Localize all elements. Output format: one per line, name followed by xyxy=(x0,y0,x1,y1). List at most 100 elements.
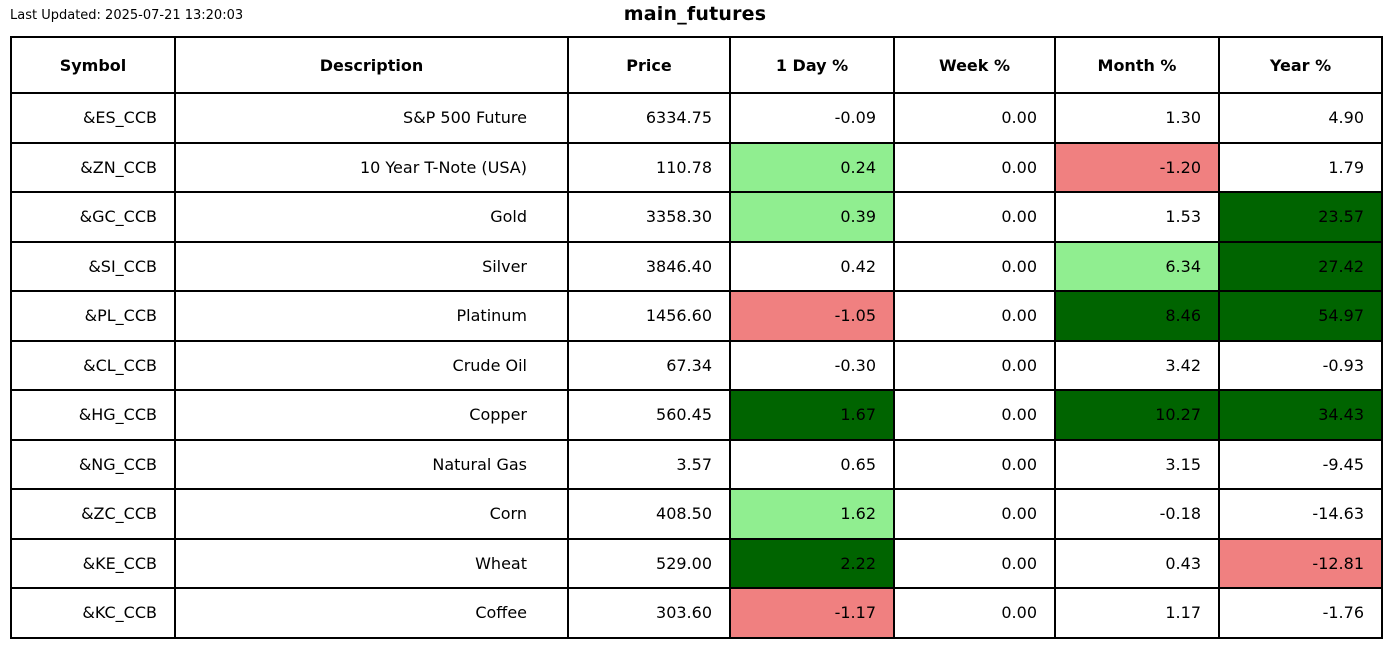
month-pct-cell: 10.27 xyxy=(1054,389,1220,441)
header-row: Symbol Description Price 1 Day % Week % Month… xyxy=(10,36,1383,94)
year-pct-cell: 23.57 xyxy=(1218,191,1383,243)
week-pct-cell: 0.00 xyxy=(893,141,1056,193)
price-cell: 3358.30 xyxy=(567,191,731,243)
table-row: &KC_CCB Coffee 303.60 -1.17 0.00 1.17 -1.76 xyxy=(10,587,1383,639)
day-pct-cell: -1.17 xyxy=(729,587,895,639)
table-row: &KE_CCB Wheat 529.00 2.22 0.00 0.43 -12.81 xyxy=(10,537,1383,589)
description-cell: Silver xyxy=(174,240,569,292)
year-pct-cell: -9.45 xyxy=(1218,438,1383,490)
year-pct-cell: -14.63 xyxy=(1218,488,1383,540)
description-cell: Natural Gas xyxy=(174,438,569,490)
description-cell: Platinum xyxy=(174,290,569,342)
table-row: &CL_CCB Crude Oil 67.34 -0.30 0.00 3.42 -0.93 xyxy=(10,339,1383,391)
futures-table: Symbol Description Price 1 Day % Week % Month… xyxy=(10,36,1383,639)
symbol-cell: &SI_CCB xyxy=(10,240,176,292)
day-pct-cell: 2.22 xyxy=(729,537,895,589)
column-header-price: Price xyxy=(567,36,731,94)
month-pct-cell: -0.18 xyxy=(1054,488,1220,540)
column-header-year-pct: Year % xyxy=(1218,36,1383,94)
symbol-cell: &PL_CCB xyxy=(10,290,176,342)
day-pct-cell: 0.24 xyxy=(729,141,895,193)
symbol-cell: &KC_CCB xyxy=(10,587,176,639)
table-row: &ZN_CCB 10 Year T-Note (USA) 110.78 0.24 0.0… xyxy=(10,141,1383,193)
month-pct-cell: 3.42 xyxy=(1054,339,1220,391)
description-cell: Corn xyxy=(174,488,569,540)
description-cell: S&P 500 Future xyxy=(174,92,569,144)
price-cell: 303.60 xyxy=(567,587,731,639)
description-cell: Gold xyxy=(174,191,569,243)
week-pct-cell: 0.00 xyxy=(893,537,1056,589)
price-cell: 3.57 xyxy=(567,438,731,490)
column-header-month-pct: Month % xyxy=(1054,36,1220,94)
price-cell: 529.00 xyxy=(567,537,731,589)
year-pct-cell: 27.42 xyxy=(1218,240,1383,292)
description-cell: Wheat xyxy=(174,537,569,589)
column-header-description: Description xyxy=(174,36,569,94)
day-pct-cell: -0.09 xyxy=(729,92,895,144)
month-pct-cell: 0.43 xyxy=(1054,537,1220,589)
day-pct-cell: -1.05 xyxy=(729,290,895,342)
month-pct-cell: 1.30 xyxy=(1054,92,1220,144)
year-pct-cell: -1.76 xyxy=(1218,587,1383,639)
day-pct-cell: -0.30 xyxy=(729,339,895,391)
year-pct-cell: -0.93 xyxy=(1218,339,1383,391)
month-pct-cell: 1.17 xyxy=(1054,587,1220,639)
day-pct-cell: 1.67 xyxy=(729,389,895,441)
symbol-cell: &ES_CCB xyxy=(10,92,176,144)
month-pct-cell: 3.15 xyxy=(1054,438,1220,490)
column-header-week-pct: Week % xyxy=(893,36,1056,94)
description-cell: Coffee xyxy=(174,587,569,639)
week-pct-cell: 0.00 xyxy=(893,438,1056,490)
last-updated-label: Last Updated: 2025-07-21 13:20:03 xyxy=(10,8,244,23)
column-header-symbol: Symbol xyxy=(10,36,176,94)
price-cell: 560.45 xyxy=(567,389,731,441)
year-pct-cell: 1.79 xyxy=(1218,141,1383,193)
table-row: &HG_CCB Copper 560.45 1.67 0.00 10.27 34.43 xyxy=(10,389,1383,441)
page-title: main_futures xyxy=(623,3,767,25)
week-pct-cell: 0.00 xyxy=(893,488,1056,540)
day-pct-cell: 1.62 xyxy=(729,488,895,540)
table-row: &ZC_CCB Corn 408.50 1.62 0.00 -0.18 -14.63 xyxy=(10,488,1383,540)
price-cell: 1456.60 xyxy=(567,290,731,342)
table-row: &SI_CCB Silver 3846.40 0.42 0.00 6.34 27.42 xyxy=(10,240,1383,292)
symbol-cell: &CL_CCB xyxy=(10,339,176,391)
price-cell: 408.50 xyxy=(567,488,731,540)
table-row: &PL_CCB Platinum 1456.60 -1.05 0.00 8.46 54.97 xyxy=(10,290,1383,342)
week-pct-cell: 0.00 xyxy=(893,587,1056,639)
week-pct-cell: 0.00 xyxy=(893,191,1056,243)
table-row: &ES_CCB S&P 500 Future 6334.75 -0.09 0.00 1.3… xyxy=(10,92,1383,144)
year-pct-cell: 34.43 xyxy=(1218,389,1383,441)
price-cell: 67.34 xyxy=(567,339,731,391)
day-pct-cell: 0.39 xyxy=(729,191,895,243)
month-pct-cell: 8.46 xyxy=(1054,290,1220,342)
year-pct-cell: -12.81 xyxy=(1218,537,1383,589)
symbol-cell: &GC_CCB xyxy=(10,191,176,243)
price-cell: 110.78 xyxy=(567,141,731,193)
symbol-cell: &ZN_CCB xyxy=(10,141,176,193)
week-pct-cell: 0.00 xyxy=(893,92,1056,144)
week-pct-cell: 0.00 xyxy=(893,240,1056,292)
column-header-day-pct: 1 Day % xyxy=(729,36,895,94)
week-pct-cell: 0.00 xyxy=(893,290,1056,342)
day-pct-cell: 0.42 xyxy=(729,240,895,292)
futures-table-head: Symbol Description Price 1 Day % Week % Month… xyxy=(10,36,1383,94)
table-row: &NG_CCB Natural Gas 3.57 0.65 0.00 3.15 -9.45 xyxy=(10,438,1383,490)
table-row: &GC_CCB Gold 3358.30 0.39 0.00 1.53 23.57 xyxy=(10,191,1383,243)
month-pct-cell: 6.34 xyxy=(1054,240,1220,292)
futures-table-body: &ES_CCB S&P 500 Future 6334.75 -0.09 0.00 1.3… xyxy=(10,92,1383,639)
symbol-cell: &NG_CCB xyxy=(10,438,176,490)
description-cell: Copper xyxy=(174,389,569,441)
month-pct-cell: -1.20 xyxy=(1054,141,1220,193)
week-pct-cell: 0.00 xyxy=(893,389,1056,441)
year-pct-cell: 54.97 xyxy=(1218,290,1383,342)
symbol-cell: &ZC_CCB xyxy=(10,488,176,540)
symbol-cell: &KE_CCB xyxy=(10,537,176,589)
price-cell: 3846.40 xyxy=(567,240,731,292)
week-pct-cell: 0.00 xyxy=(893,339,1056,391)
month-pct-cell: 1.53 xyxy=(1054,191,1220,243)
description-cell: 10 Year T-Note (USA) xyxy=(174,141,569,193)
year-pct-cell: 4.90 xyxy=(1218,92,1383,144)
symbol-cell: &HG_CCB xyxy=(10,389,176,441)
day-pct-cell: 0.65 xyxy=(729,438,895,490)
